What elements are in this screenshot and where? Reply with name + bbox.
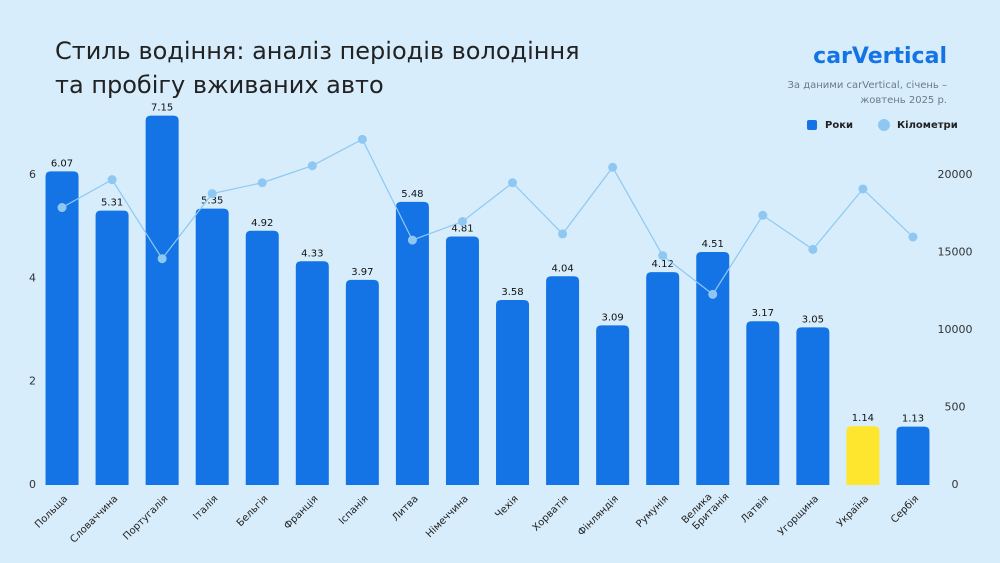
y2-tick-label: 0 [952,478,959,491]
point [758,210,768,220]
legend-label: Кілометри [897,120,958,131]
bar [45,171,79,485]
value-label: 3.05 [802,314,824,325]
bar [345,279,379,485]
value-label: 4.12 [652,259,674,270]
point [457,217,467,226]
bar [596,325,630,485]
bar [145,115,179,485]
source: жовтень 2025 р. [860,95,947,106]
bar [245,230,279,485]
legend-swatch [807,120,817,130]
point [357,134,367,144]
point [257,178,267,188]
bar [95,210,129,485]
legend-swatch [878,119,890,131]
y-tick-label: 4 [29,271,36,284]
point [57,203,67,213]
bar [445,236,479,485]
y-tick-label: 0 [29,478,36,491]
point [908,232,918,242]
point [708,289,718,299]
y2-tick-label: 20000 [938,168,973,181]
bar [546,276,580,485]
bar [295,261,329,485]
legend-label: Роки [825,120,853,131]
point [858,184,868,194]
y-tick-label: 2 [29,375,36,388]
value-label: 4.92 [251,218,273,229]
logo: carVertical [813,44,947,69]
bar [496,300,530,485]
bar [896,426,930,485]
point [307,161,317,171]
value-label: 4.33 [301,248,323,259]
value-label: 6.07 [51,158,73,169]
line [61,138,914,296]
y2-tick-label: 15000 [938,246,973,259]
point [157,254,167,264]
point [407,235,417,245]
bar [646,272,680,485]
y2-tick-label: 500 [945,401,966,414]
value-label: 4.81 [451,223,473,234]
y-tick-label: 6 [29,168,36,181]
point [508,178,518,188]
value-label: 5.35 [201,196,223,207]
value-label: 5.48 [401,189,423,200]
bar [746,321,780,485]
point [658,251,668,261]
bar [796,327,830,485]
bar [696,251,730,485]
bar [846,426,880,485]
point [558,229,568,239]
bar [195,208,229,486]
chart-title: та пробігу вживаних авто [55,71,384,99]
value-label: 1.14 [852,413,874,424]
value-label: 3.58 [501,287,523,298]
value-label: 3.09 [602,312,624,323]
point [207,189,217,199]
value-label: 4.51 [702,239,724,250]
value-label: 3.17 [752,308,774,319]
source: За даними carVertical, січень – [788,79,948,91]
value-label: 7.15 [151,103,173,114]
bar [395,201,429,485]
value-label: 3.97 [351,267,373,278]
value-label: 4.04 [551,263,573,274]
value-label: 5.31 [101,198,123,209]
point [107,175,117,185]
point [808,244,818,254]
y2-tick-label: 10000 [938,323,973,336]
point [608,162,618,172]
chart-title: Стиль водіння: аналіз періодів володіння [55,37,580,65]
value-label: 1.13 [902,414,924,425]
